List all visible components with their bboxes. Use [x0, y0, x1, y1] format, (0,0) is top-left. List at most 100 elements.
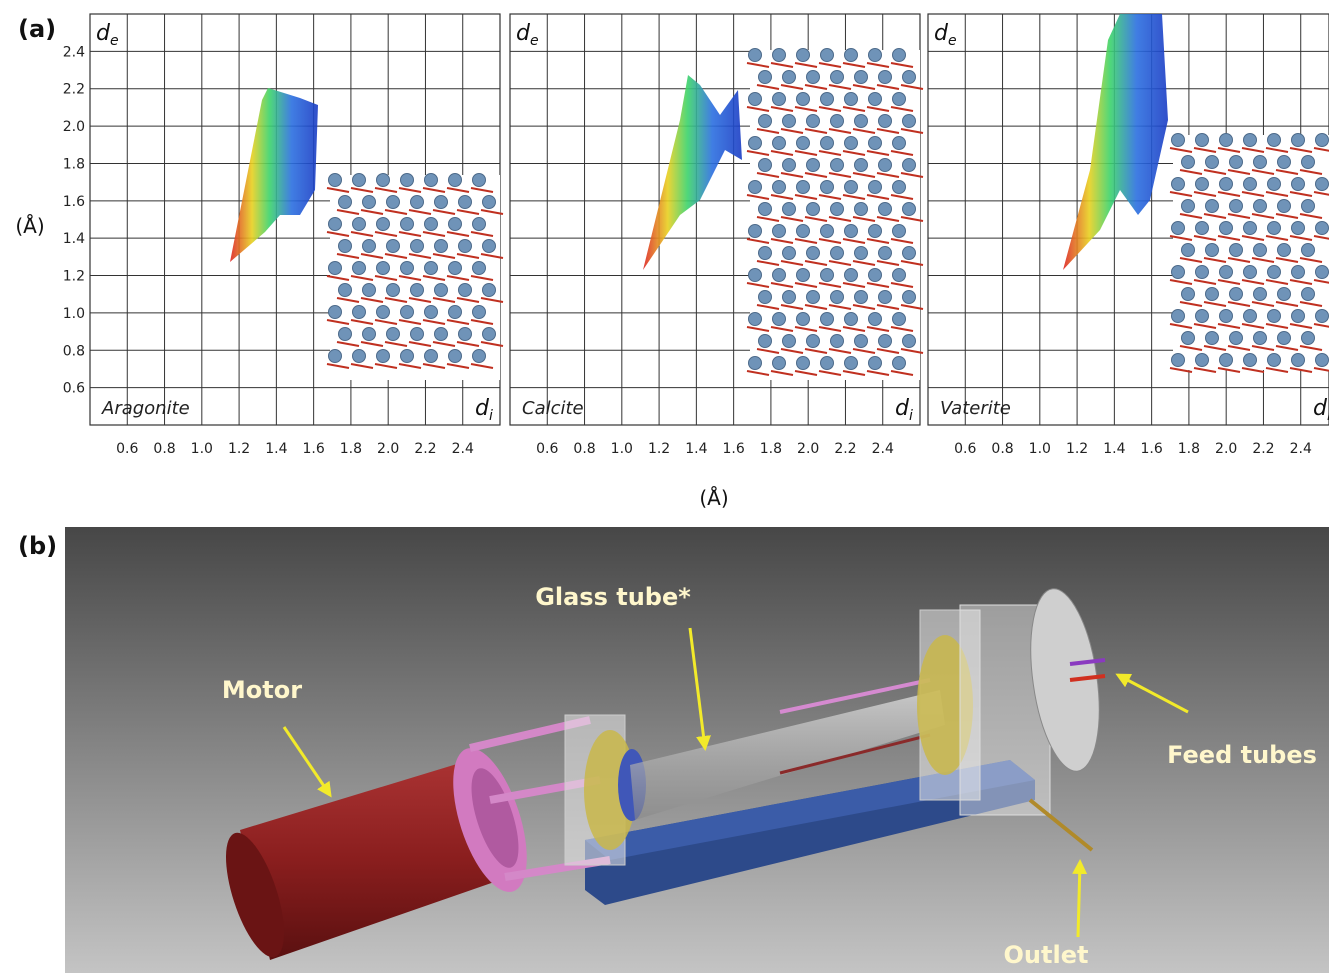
atom	[339, 240, 352, 253]
atom	[783, 203, 796, 216]
atom	[797, 93, 810, 106]
atom	[329, 350, 342, 363]
atom	[869, 93, 882, 106]
atom	[773, 137, 786, 150]
x-label-symbol: d	[895, 396, 910, 421]
x-tick-label: 2.4	[1290, 441, 1312, 457]
crystal-structure	[1170, 134, 1329, 373]
atom	[387, 328, 400, 341]
atom	[449, 262, 462, 275]
atom	[807, 71, 820, 84]
atom	[1268, 310, 1281, 323]
atom	[759, 291, 772, 304]
atom	[773, 313, 786, 326]
atom	[831, 291, 844, 304]
atom	[759, 115, 772, 128]
fingerprint-plot: 0.60.81.01.21.41.61.82.02.22.4dediVateri…	[928, 14, 1329, 457]
atom	[1196, 178, 1209, 191]
atom	[1230, 288, 1243, 301]
atom	[1172, 310, 1185, 323]
atom	[893, 357, 906, 370]
atom	[411, 284, 424, 297]
atom	[1220, 178, 1233, 191]
atom	[1182, 288, 1195, 301]
atom	[893, 137, 906, 150]
atom	[893, 269, 906, 282]
y-tick-label: 1.8	[63, 156, 85, 172]
atom	[821, 137, 834, 150]
crystal-structure	[327, 174, 503, 381]
atom	[845, 49, 858, 62]
motor-label: Motor	[222, 676, 302, 704]
atom	[821, 313, 834, 326]
y-label-symbol: d	[96, 21, 111, 46]
atom	[831, 247, 844, 260]
atom	[1206, 332, 1219, 345]
atom	[893, 93, 906, 106]
atom	[425, 218, 438, 231]
x-tick-label: 2.0	[1215, 441, 1237, 457]
atom	[339, 284, 352, 297]
x-tick-label: 1.8	[1178, 441, 1200, 457]
atom	[1172, 178, 1185, 191]
y-tick-label: 0.6	[63, 381, 85, 397]
atom	[1316, 134, 1329, 147]
atom	[903, 115, 916, 128]
y-label-sub: e	[110, 33, 119, 49]
atom	[855, 159, 868, 172]
atom	[903, 247, 916, 260]
atom	[1196, 354, 1209, 367]
x-tick-label: 0.8	[153, 441, 175, 457]
atom	[797, 137, 810, 150]
atom	[411, 328, 424, 341]
atom	[879, 335, 892, 348]
atom	[879, 115, 892, 128]
atom	[1254, 288, 1267, 301]
atom	[903, 159, 916, 172]
atom	[425, 174, 438, 187]
atom	[773, 93, 786, 106]
atom	[329, 174, 342, 187]
x-tick-label: 1.4	[1103, 441, 1125, 457]
atom	[1302, 332, 1315, 345]
atom	[807, 247, 820, 260]
atom	[459, 240, 472, 253]
atom	[821, 225, 834, 238]
x-tick-label: 0.6	[536, 441, 558, 457]
x-tick-label: 0.6	[954, 441, 976, 457]
atom	[1292, 354, 1305, 367]
atom	[879, 291, 892, 304]
atom	[783, 115, 796, 128]
atom	[1278, 244, 1291, 257]
atom	[869, 181, 882, 194]
crystal-structure	[747, 49, 923, 381]
atom	[903, 291, 916, 304]
atom	[869, 225, 882, 238]
atom	[879, 71, 892, 84]
fingerprint-plot: 0.60.81.01.21.41.61.82.02.22.40.60.81.01…	[63, 14, 503, 457]
atom	[459, 284, 472, 297]
atom	[1268, 178, 1281, 191]
atom	[353, 306, 366, 319]
atom	[329, 218, 342, 231]
atom	[869, 313, 882, 326]
x-label-sub: i	[489, 408, 493, 424]
y-axis-label: (Å)	[15, 214, 44, 238]
atom	[773, 269, 786, 282]
atom	[845, 181, 858, 194]
atom	[749, 137, 762, 150]
atom	[401, 306, 414, 319]
atom	[425, 262, 438, 275]
atom	[1172, 134, 1185, 147]
atom	[1230, 332, 1243, 345]
x-tick-label: 0.8	[573, 441, 595, 457]
x-tick-label: 2.0	[797, 441, 819, 457]
atom	[473, 218, 486, 231]
figure: (a) (Å) (Å) 0.60.81.01.21.41.61.82.02.22…	[0, 0, 1329, 973]
atom	[1206, 244, 1219, 257]
atom	[459, 328, 472, 341]
fingerprint-plot: 0.60.81.01.21.41.61.82.02.22.4dediCalcit…	[510, 14, 923, 457]
atom	[1292, 134, 1305, 147]
atom	[353, 350, 366, 363]
atom	[1302, 288, 1315, 301]
